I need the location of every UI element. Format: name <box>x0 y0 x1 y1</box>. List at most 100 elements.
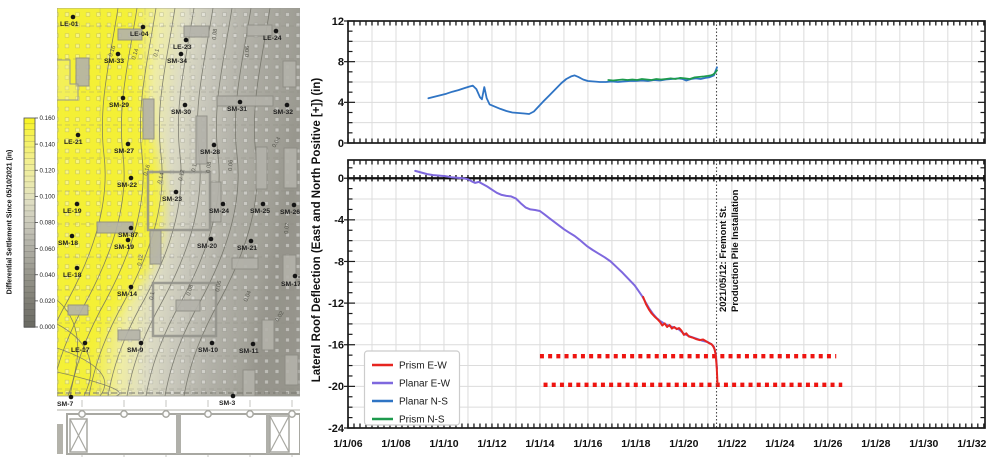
x-tick-label: 1/1/14 <box>525 438 554 450</box>
colorbar-tick-label: 0.100 <box>40 194 56 201</box>
y-tick-label: -4 <box>334 215 345 227</box>
monitoring-point-label: SM-9 <box>127 347 143 354</box>
monitoring-point-label: SM-28 <box>200 149 220 156</box>
structure-block <box>142 98 155 140</box>
monitoring-point <box>115 51 121 57</box>
x-tick-label: 1/1/08 <box>381 438 410 450</box>
monitoring-point-label: SM-30 <box>171 109 191 116</box>
monitoring-point <box>70 14 76 20</box>
monitoring-point-label: LE-01 <box>60 21 79 28</box>
monitoring-point <box>125 237 131 243</box>
monitoring-point-label: SM-19 <box>114 244 134 251</box>
structure-block <box>246 24 273 37</box>
monitoring-point-label: SM-21 <box>237 245 257 252</box>
x-tick-label: 1/1/16 <box>573 438 602 450</box>
monitoring-point <box>209 340 215 346</box>
monitoring-point <box>178 51 184 57</box>
legend: Prism E-W Planar E-W Planar N-S Prism N-S <box>363 350 461 426</box>
y-tick-label: 0 <box>338 138 344 150</box>
monitoring-point <box>182 102 188 108</box>
monitoring-point <box>140 24 146 30</box>
x-tick-label: 1/1/30 <box>909 438 938 450</box>
monitoring-point-label: SM-27 <box>114 148 134 155</box>
y-tick-label: -16 <box>328 340 344 352</box>
x-tick-label: 1/1/28 <box>861 438 890 450</box>
structure-block <box>282 254 297 286</box>
colorbar-tick-label: 0.140 <box>40 141 56 148</box>
monitoring-point <box>125 141 131 147</box>
series-prism-n-s <box>607 69 718 82</box>
monitoring-point-label: SM-18 <box>58 240 78 247</box>
y-tick-label: -8 <box>334 256 344 268</box>
monitoring-point <box>237 99 243 105</box>
monitoring-point <box>291 202 297 208</box>
structure-block <box>183 25 210 38</box>
monitoring-point <box>120 95 126 101</box>
column-marker <box>246 410 254 418</box>
monitoring-point <box>183 37 189 43</box>
monitoring-point-label: SM-10 <box>198 347 218 354</box>
contour-value-label: 0.08 <box>206 161 213 173</box>
column-marker <box>162 410 170 418</box>
colorbar-tick-label: 0.060 <box>40 246 56 253</box>
legend-label: Planar E-W <box>399 379 451 390</box>
contour-value-label: 0.16 <box>108 45 117 58</box>
x-tick-label: 1/1/10 <box>429 438 458 450</box>
structure-block <box>175 299 201 312</box>
monitoring-point <box>284 102 290 108</box>
colorbar-tick-label: 0.080 <box>40 220 56 227</box>
structure-block <box>117 329 141 341</box>
colorbar: 0.160 0.140 0.120 0.100 0.080 0.060 0.040 0.020… <box>23 115 56 331</box>
monitoring-point-label: SM-3 <box>219 400 235 407</box>
contour-value-label: 0.06 <box>215 280 223 292</box>
legend-label: Prism E-W <box>399 361 447 372</box>
monitoring-point <box>273 28 279 34</box>
column-marker <box>78 410 86 418</box>
series-planar-n-s <box>427 66 718 115</box>
structure-block <box>75 57 90 87</box>
contour-value-label: 0.16 <box>143 164 152 176</box>
x-tick-label: 1/1/18 <box>621 438 650 450</box>
monitoring-point <box>220 201 226 207</box>
monitoring-point-label: LE-21 <box>64 139 83 146</box>
monitoring-point-label: SM-25 <box>250 208 270 215</box>
contour-value-label: 0.14 <box>131 47 140 60</box>
monitoring-point <box>211 142 217 148</box>
monitoring-point <box>75 132 81 138</box>
colorbar-tick-label: 0.020 <box>40 298 56 305</box>
x-tick-label: 1/1/32 <box>957 438 986 450</box>
monitoring-point <box>138 340 144 346</box>
contour-value-label: 0.06 <box>245 46 251 57</box>
structure-block <box>283 147 298 189</box>
column-marker <box>120 410 128 418</box>
structure-block <box>261 319 275 351</box>
structure-block <box>282 60 297 88</box>
monitoring-point-label: SM-33 <box>104 58 124 65</box>
column-marker <box>288 410 296 418</box>
contour-value-label: 0.1 <box>191 163 199 172</box>
legend-label: Prism N-S <box>399 415 445 426</box>
monitoring-point <box>74 265 80 271</box>
monitoring-point <box>128 175 134 181</box>
contour-value-label: 0.14 <box>157 171 166 184</box>
contour-line <box>57 299 79 396</box>
structure-block <box>231 257 259 270</box>
monitoring-point <box>292 273 298 279</box>
event-annotation-line1: 2021/05/12: Fremont St. <box>718 206 729 312</box>
contour-line <box>57 371 120 396</box>
monitoring-point <box>68 394 74 400</box>
structure-block <box>284 354 299 386</box>
y-tick-label: -20 <box>328 381 344 393</box>
structure-block <box>216 95 274 107</box>
monitoring-point <box>250 341 256 347</box>
structure-outline <box>146 170 212 232</box>
x-tick-label: 1/1/22 <box>717 438 746 450</box>
structure-outline <box>151 281 218 338</box>
monitoring-point-label: SM-17 <box>281 281 300 288</box>
x-tick-label: 1/1/24 <box>765 438 794 450</box>
monitoring-point-label: SM-24 <box>209 208 229 215</box>
monitoring-point <box>173 189 179 195</box>
contour-line <box>88 8 176 396</box>
